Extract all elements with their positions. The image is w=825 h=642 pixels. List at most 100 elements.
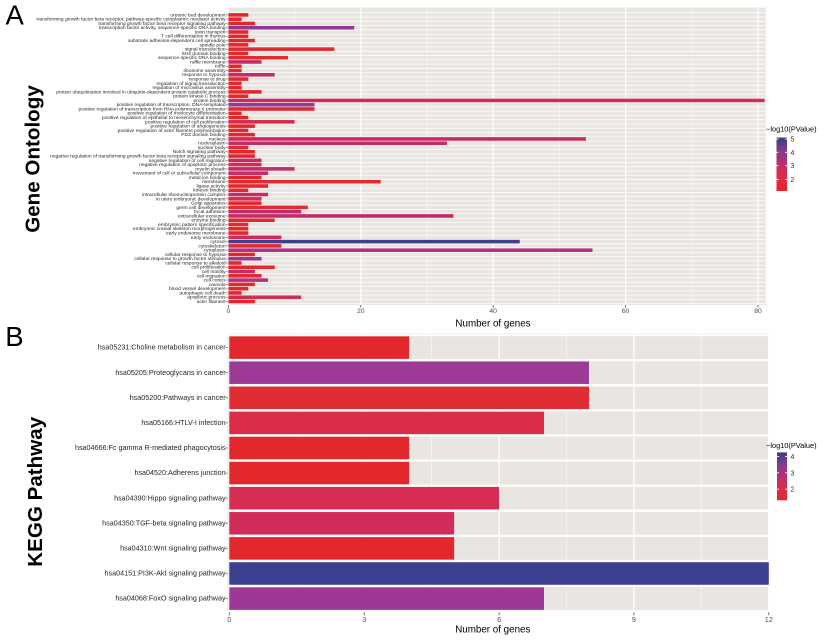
svg-text:embryonic cranial skeleton mor: embryonic cranial skeleton morphogenesis (133, 226, 226, 232)
svg-text:kinesin binding: kinesin binding (193, 188, 226, 194)
svg-text:Gene Ontology: Gene Ontology (22, 85, 45, 233)
svg-text:T cell differentiation in thym: T cell differentiation in thymus (161, 34, 226, 40)
svg-text:positive regulation of transcr: positive regulation of transcription, DN… (117, 102, 226, 108)
svg-text:movement of cell or subcellula: movement of cell or subcellular componen… (133, 171, 227, 177)
svg-text:embryonic pattern specificatio: embryonic pattern specification (158, 222, 226, 228)
svg-text:SH2 domain binding: SH2 domain binding (182, 51, 226, 57)
svg-text:protein ubiquitination involve: protein ubiquitination involved in ubiqu… (56, 89, 226, 95)
svg-text:autophagic cell death: autophagic cell death (179, 290, 226, 296)
svg-text:B: B (5, 321, 23, 352)
svg-text:0: 0 (227, 308, 231, 315)
svg-text:hsa05231:Choline metabolism in: hsa05231:Choline metabolism in cancer (98, 343, 226, 352)
svg-text:hsa04068:FoxO signaling pathwa: hsa04068:FoxO signaling pathway (115, 594, 226, 603)
svg-text:enzyme binding: enzyme binding (191, 218, 226, 224)
svg-text:transforming growth factor bet: transforming growth factor beta receptor… (36, 17, 226, 23)
svg-text:substrate adhesion-dependent c: substrate adhesion-dependent cell spread… (128, 38, 226, 44)
svg-text:3: 3 (791, 470, 795, 477)
svg-text:PDZ domain binding: PDZ domain binding (181, 132, 226, 138)
svg-text:0: 0 (227, 615, 231, 624)
svg-text:spindle pole: spindle pole (199, 42, 225, 48)
svg-text:protein kinase C binding: protein kinase C binding (173, 94, 226, 100)
svg-text:Number of genes: Number of genes (455, 319, 530, 330)
svg-text:cell motility: cell motility (202, 269, 226, 275)
svg-text:transcription factor activity,: transcription factor activity, sequence-… (99, 25, 226, 31)
svg-text:9: 9 (632, 615, 636, 624)
svg-text:positive regulation of angioge: positive regulation of angiogenesis (151, 124, 227, 130)
svg-text:hsa04390:Hippo signaling pathw: hsa04390:Hippo signaling pathway (114, 493, 226, 502)
svg-text:ligase activity: ligase activity (197, 183, 227, 189)
svg-text:caveola: caveola (209, 282, 226, 288)
svg-text:Number of genes: Number of genes (455, 625, 530, 636)
svg-text:myelin sheath: myelin sheath (195, 166, 225, 172)
svg-text:cellular response to hypoxia: cellular response to hypoxia (165, 252, 226, 258)
svg-text:hsa05166:HTLV-I infection: hsa05166:HTLV-I infection (141, 418, 225, 427)
svg-text:response to hypoxia: response to hypoxia (182, 72, 226, 78)
svg-text:protein binding: protein binding (194, 98, 226, 104)
svg-text:nucleus: nucleus (209, 136, 226, 142)
svg-text:hsa04151:PI3K-Akt signaling pa: hsa04151:PI3K-Akt signaling pathway (105, 569, 226, 578)
svg-text:cell proliferation: cell proliferation (191, 265, 226, 271)
svg-text:5: 5 (791, 137, 795, 144)
svg-text:positive regulation of actin f: positive regulation of actin filament po… (118, 128, 226, 134)
svg-text:blood vessel development: blood vessel development (169, 286, 226, 292)
svg-text:12: 12 (765, 615, 773, 624)
svg-text:A: A (6, 0, 25, 31)
svg-text:germ cell development: germ cell development (176, 205, 226, 211)
svg-text:transforming growth factor bet: transforming growth factor beta receptor… (98, 21, 226, 27)
svg-text:early endosome membrane: early endosome membrane (166, 231, 226, 237)
svg-text:cell cortex: cell cortex (204, 278, 227, 284)
svg-text:nuclear body: nuclear body (198, 145, 227, 151)
svg-text:Notch signaling pathway: Notch signaling pathway (173, 149, 227, 155)
svg-text:toxin transport: toxin transport (195, 29, 227, 35)
svg-text:apoptotic process: apoptotic process (187, 295, 226, 301)
svg-text:signal transduction: signal transduction (185, 47, 226, 53)
svg-text:hsa05200:Pathways in cancer: hsa05200:Pathways in cancer (130, 393, 227, 402)
svg-text:cell migration: cell migration (197, 273, 226, 279)
svg-text:response to drug: response to drug (189, 77, 226, 83)
svg-text:ruffle: ruffle (215, 64, 226, 70)
svg-text:cellular response to growth fa: cellular response to growth factor stimu… (134, 256, 226, 262)
svg-text:20: 20 (357, 308, 365, 315)
svg-text:nucleoplasm: nucleoplasm (198, 141, 225, 147)
svg-text:4: 4 (791, 454, 795, 461)
svg-text:sequence-specific DNA binding: sequence-specific DNA binding (158, 55, 226, 61)
svg-text:actin filament: actin filament (197, 299, 226, 305)
svg-text:ureteric bud development: ureteric bud development (170, 12, 226, 18)
svg-text:extracellular exosome: extracellular exosome (178, 213, 226, 219)
svg-text:hsa04350:TGF-beta signaling pa: hsa04350:TGF-beta signaling pathway (102, 518, 226, 527)
svg-text:ruffle membrane: ruffle membrane (190, 59, 226, 65)
svg-text:membrane: membrane (202, 179, 226, 185)
svg-text:cytoskeleton: cytoskeleton (198, 243, 225, 249)
svg-text:negative regulation of transfo: negative regulation of transforming grow… (50, 154, 226, 160)
svg-text:60: 60 (622, 308, 630, 315)
svg-text:cellular response to alkaloid: cellular response to alkaloid (165, 260, 226, 266)
svg-text:focal adhesion: focal adhesion (194, 209, 226, 215)
svg-text:hsa05205:Proteoglycans in canc: hsa05205:Proteoglycans in cancer (115, 368, 226, 377)
svg-text:cytosol: cytosol (210, 239, 225, 245)
svg-text:early endosome: early endosome (191, 235, 226, 241)
svg-text:regulation of microvillus asse: regulation of microvillus assembly (152, 85, 226, 91)
svg-text:4: 4 (791, 150, 795, 157)
svg-text:ribosome assembly: ribosome assembly (183, 68, 226, 74)
svg-text:Golgi apparatus: Golgi apparatus (191, 201, 226, 207)
svg-text:in utero embryonic development: in utero embryonic development (156, 196, 226, 202)
svg-text:metal ion binding: metal ion binding (189, 175, 226, 181)
svg-text:40: 40 (489, 308, 497, 315)
svg-text:hsa04666:Fc gamma R-mediated p: hsa04666:Fc gamma R-mediated phagocytosi… (75, 443, 226, 452)
svg-text:−log10(PValue): −log10(PValue) (766, 125, 817, 134)
svg-text:−log10(PValue): −log10(PValue) (766, 441, 817, 450)
svg-text:negative regulation of cell mi: negative regulation of cell migration (149, 158, 226, 164)
svg-text:2: 2 (791, 487, 795, 494)
svg-text:positive regulation of cell pr: positive regulation of cell proliferatio… (145, 119, 226, 125)
svg-text:negative regulation of apoptot: negative regulation of apoptotic process (139, 162, 226, 168)
svg-text:hsa04310:Wnt signaling pathway: hsa04310:Wnt signaling pathway (120, 544, 226, 553)
svg-text:cytoplasm: cytoplasm (204, 248, 226, 254)
svg-text:intracellular ribonucleoprotei: intracellular ribonucleoprotein complex (142, 192, 226, 198)
svg-text:positive regulation of epithel: positive regulation of epithelial to mes… (102, 115, 226, 121)
svg-text:2: 2 (791, 177, 795, 184)
svg-text:3: 3 (362, 615, 366, 624)
svg-text:hsa04520:Adherens junction: hsa04520:Adherens junction (134, 468, 225, 477)
svg-text:positive regulation of transcr: positive regulation of transcription fro… (79, 106, 226, 112)
svg-text:regulation of signal transduct: regulation of signal transduction (157, 81, 226, 87)
svg-text:positive regulation of monocyt: positive regulation of monocyte differen… (128, 111, 226, 117)
